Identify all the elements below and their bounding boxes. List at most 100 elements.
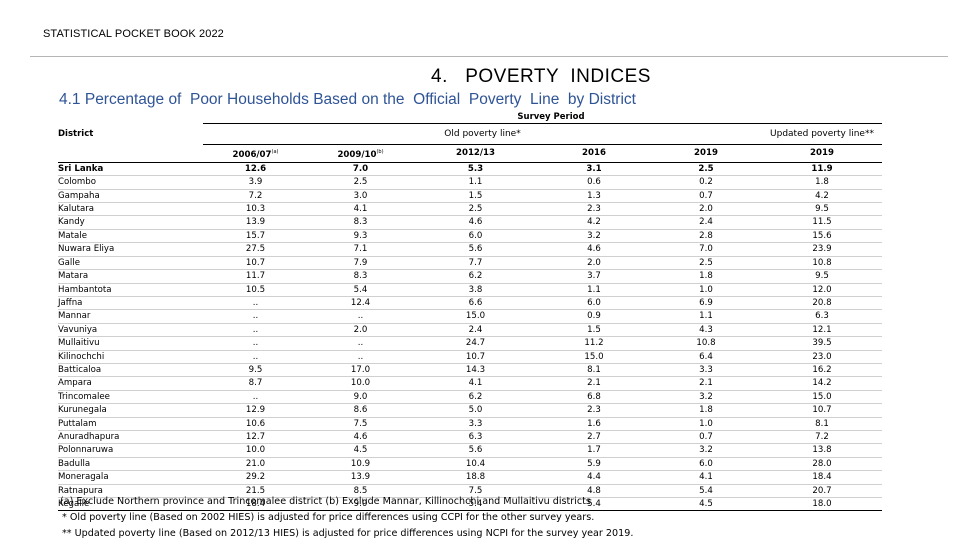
table-row: Matara 11.7 8.3 6.2 3.7 1.8 9.5 xyxy=(58,269,882,284)
updated-poverty-line-header: Updated poverty line** xyxy=(762,123,882,145)
value-cell: 12.1 xyxy=(762,323,882,338)
table-row: Kalutara 10.3 4.1 2.5 2.3 2.0 9.5 xyxy=(58,202,882,217)
district-cell: Colombo xyxy=(58,175,203,190)
value-cell: 24.7 xyxy=(413,336,538,351)
value-cell: 4.6 xyxy=(413,215,538,230)
value-cell: 2.4 xyxy=(413,323,538,338)
value-cell: 5.4 xyxy=(413,497,538,512)
value-cell: 1.1 xyxy=(413,175,538,190)
value-cell: 6.0 xyxy=(650,457,762,472)
value-cell: 2.8 xyxy=(650,229,762,244)
value-cell: 18.4 xyxy=(203,497,308,512)
year-header: 2019 xyxy=(762,144,882,163)
footnote-a-b: (a) Exclude Northern province and Trinco… xyxy=(60,496,591,507)
value-cell: 10.8 xyxy=(762,256,882,271)
year-header-label: 2012/13 xyxy=(455,148,496,159)
table-row: Mannar.... 15.0 0.9 1.1 6.3 xyxy=(58,309,882,324)
value-cell: .. xyxy=(203,390,308,405)
value-cell: 15.7 xyxy=(203,229,308,244)
value-cell: 6.2 xyxy=(413,390,538,405)
value-cell: 1.8 xyxy=(650,403,762,418)
value-cell: 9.0 xyxy=(308,497,413,512)
year-header-note: (a) xyxy=(271,149,279,155)
district-cell: Galle xyxy=(58,256,203,271)
value-cell: 8.6 xyxy=(308,403,413,418)
value-cell: 20.7 xyxy=(762,484,882,499)
value-cell: 11.9 xyxy=(762,161,882,177)
year-header: 2009/10(b) xyxy=(308,144,413,163)
district-cell: Puttalam xyxy=(58,417,203,431)
value-cell: 4.1 xyxy=(413,376,538,391)
value-cell: 3.2 xyxy=(650,443,762,458)
table-row: Anuradhapura 12.7 4.6 6.3 2.7 0.7 7.2 xyxy=(58,430,882,445)
table-row: Kegalle 18.4 9.0 5.4 5.4 4.5 18.0 xyxy=(58,497,882,512)
district-cell: Moneragala xyxy=(58,470,203,485)
value-cell: 10.8 xyxy=(650,336,762,351)
table-row: Jaffna.. 12.4 6.6 6.0 6.9 20.8 xyxy=(58,296,882,311)
value-cell: 29.2 xyxy=(203,470,308,485)
value-cell: 10.7 xyxy=(762,403,882,418)
value-cell: 1.3 xyxy=(538,189,650,204)
value-cell: 10.9 xyxy=(308,457,413,472)
value-cell: 7.9 xyxy=(308,256,413,271)
header-text: STATISTICAL POCKET BOOK 2022 xyxy=(43,28,224,40)
footnote-updated-line: ** Updated poverty line (Based on 2012/1… xyxy=(62,528,634,539)
value-cell: 7.5 xyxy=(413,484,538,499)
district-cell: Hambantota xyxy=(58,283,203,297)
value-cell: 0.9 xyxy=(538,309,650,324)
value-cell: 2.5 xyxy=(308,175,413,190)
value-cell: 21.5 xyxy=(203,484,308,499)
value-cell: 2.5 xyxy=(413,202,538,217)
value-cell: 6.9 xyxy=(650,296,762,311)
value-cell: 9.3 xyxy=(308,229,413,244)
value-cell: 9.5 xyxy=(762,202,882,217)
year-header: 2019 xyxy=(650,144,762,163)
value-cell: 18.0 xyxy=(762,497,882,512)
table-row: Batticaloa 9.5 17.0 14.3 8.1 3.3 16.2 xyxy=(58,363,882,378)
district-cell: Matale xyxy=(58,229,203,244)
value-cell: .. xyxy=(203,296,308,311)
value-cell: 12.7 xyxy=(203,430,308,445)
value-cell: 2.0 xyxy=(538,256,650,271)
district-cell: Kalutara xyxy=(58,202,203,217)
value-cell: 4.2 xyxy=(538,215,650,230)
value-cell: 7.2 xyxy=(762,430,882,445)
value-cell: 27.5 xyxy=(203,242,308,257)
value-cell: 39.5 xyxy=(762,336,882,351)
district-column-header: District xyxy=(58,129,94,139)
value-cell: 3.3 xyxy=(650,363,762,378)
table-row: Kandy 13.9 8.3 4.6 4.2 2.4 11.5 xyxy=(58,215,882,230)
value-cell: 7.5 xyxy=(308,417,413,431)
table-row: Moneragala 29.2 13.9 18.8 4.4 4.1 18.4 xyxy=(58,470,882,485)
value-cell: 12.9 xyxy=(203,403,308,418)
value-cell: 1.0 xyxy=(650,417,762,431)
value-cell: 18.8 xyxy=(413,470,538,485)
year-header-label: 2019 xyxy=(694,148,718,159)
value-cell: 15.6 xyxy=(762,229,882,244)
value-cell: 21.0 xyxy=(203,457,308,472)
table-row: Galle 10.7 7.9 7.7 2.0 2.5 10.8 xyxy=(58,256,882,271)
value-cell: 10.0 xyxy=(308,376,413,391)
value-cell: 5.6 xyxy=(413,443,538,458)
value-cell: 3.8 xyxy=(413,283,538,297)
value-cell: 5.3 xyxy=(413,161,538,177)
district-cell: Kurunegala xyxy=(58,403,203,418)
value-cell: 10.0 xyxy=(203,443,308,458)
value-cell: 20.8 xyxy=(762,296,882,311)
value-cell: 12.0 xyxy=(762,283,882,297)
value-cell: 7.0 xyxy=(650,242,762,257)
value-cell: 2.5 xyxy=(650,256,762,271)
value-cell: 7.7 xyxy=(413,256,538,271)
value-cell: 13.8 xyxy=(762,443,882,458)
value-cell: 5.9 xyxy=(538,457,650,472)
value-cell: 2.1 xyxy=(650,376,762,391)
value-cell: 4.8 xyxy=(538,484,650,499)
value-cell: 1.5 xyxy=(538,323,650,338)
district-cell: Polonnaruwa xyxy=(58,443,203,458)
value-cell: 2.4 xyxy=(650,215,762,230)
survey-period-label: Survey Period xyxy=(517,112,585,122)
value-cell: 7.2 xyxy=(203,189,308,204)
value-cell: 10.6 xyxy=(203,417,308,431)
year-header-label: 2006/07 xyxy=(232,149,272,160)
value-cell: 0.7 xyxy=(650,430,762,445)
